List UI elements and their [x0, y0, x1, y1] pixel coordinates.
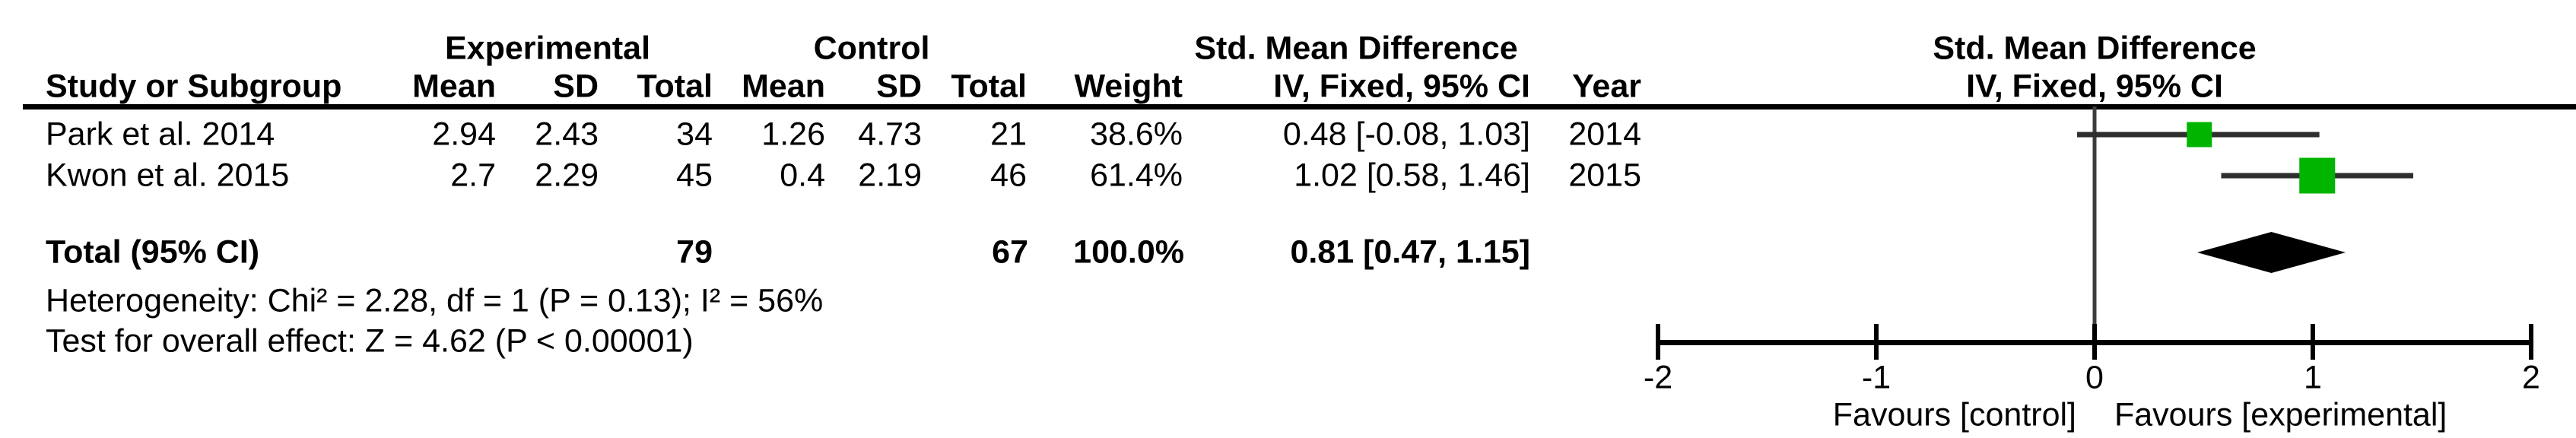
summary-diamond: [2196, 232, 2346, 273]
row-0-weight: 38.6%: [1090, 116, 1183, 153]
column-header-year: Year: [1572, 68, 1641, 105]
column-header-mean_e: Mean: [412, 68, 496, 105]
row-1-mean_c: 0.4: [780, 157, 825, 194]
column-header-total_e: Total: [637, 68, 713, 105]
control-group-header: Control: [813, 30, 930, 67]
total-exp-n: 79: [676, 233, 713, 271]
row-0-total_e: 34: [676, 116, 713, 153]
smd-column-group-header: Std. Mean Difference: [1194, 30, 1518, 67]
row-0-mean_e: 2.94: [432, 116, 496, 153]
heterogeneity-note: Heterogeneity: Chi² = 2.28, df = 1 (P = …: [46, 282, 824, 319]
axis-tick-label: 1: [2304, 359, 2322, 396]
row-1-ci: 1.02 [0.58, 1.46]: [1294, 157, 1530, 194]
column-header-sd_e: SD: [553, 68, 599, 105]
row-1-total_e: 45: [676, 157, 713, 194]
row-1-sd_e: 2.29: [535, 157, 599, 194]
total-ctl-n: 67: [992, 233, 1028, 271]
column-header-ci: IV, Fixed, 95% CI: [1273, 68, 1530, 105]
plot-subtitle: IV, Fixed, 95% CI: [1966, 68, 2223, 105]
total-ci-text: 0.81 [0.47, 1.15]: [1290, 233, 1530, 271]
row-1-total_c: 46: [990, 157, 1027, 194]
axis-tick-label: -1: [1861, 359, 1892, 396]
row-1-study: Kwon et al. 2015: [46, 157, 290, 194]
row-0-ci: 0.48 [-0.08, 1.03]: [1282, 116, 1530, 153]
plot-title: Std. Mean Difference: [1933, 30, 2257, 67]
axis-tick: [2092, 324, 2097, 360]
axis-tick-label: 0: [2085, 359, 2104, 396]
row-1-sd_c: 2.19: [858, 157, 922, 194]
row-0-year: 2014: [1568, 116, 1641, 153]
column-header-study: Study or Subgroup: [46, 68, 342, 105]
row-0-sd_e: 2.43: [535, 116, 599, 153]
column-header-weight: Weight: [1074, 68, 1183, 105]
axis-tick: [2311, 324, 2315, 360]
overall-effect-note: Test for overall effect: Z = 4.62 (P < 0…: [46, 322, 694, 360]
study-marker: [2299, 157, 2336, 194]
axis-tick: [1656, 324, 1660, 360]
header-rule: [23, 104, 2576, 110]
row-0-mean_c: 1.26: [761, 116, 825, 153]
study-marker: [2187, 122, 2212, 148]
row-0-study: Park et al. 2014: [46, 116, 275, 153]
row-1-mean_e: 2.7: [450, 157, 496, 194]
axis-tick: [1874, 324, 1879, 360]
experimental-group-header: Experimental: [444, 30, 651, 67]
axis-tick-label: -2: [1643, 359, 1673, 396]
column-header-mean_c: Mean: [742, 68, 825, 105]
zero-line: [2092, 106, 2097, 344]
row-0-total_c: 21: [990, 116, 1027, 153]
column-header-total_c: Total: [951, 68, 1027, 105]
row-1-weight: 61.4%: [1090, 157, 1183, 194]
favours-control-label: Favours [control]: [1832, 396, 2076, 433]
axis-tick-label: 2: [2522, 359, 2540, 396]
row-0-sd_c: 4.73: [858, 116, 922, 153]
row-1-year: 2015: [1568, 157, 1641, 194]
total-row-label: Total (95% CI): [46, 233, 260, 271]
favours-experimental-label: Favours [experimental]: [2114, 396, 2447, 433]
column-header-sd_c: SD: [876, 68, 922, 105]
total-weight: 100.0%: [1073, 233, 1184, 271]
axis-tick: [2529, 324, 2533, 360]
